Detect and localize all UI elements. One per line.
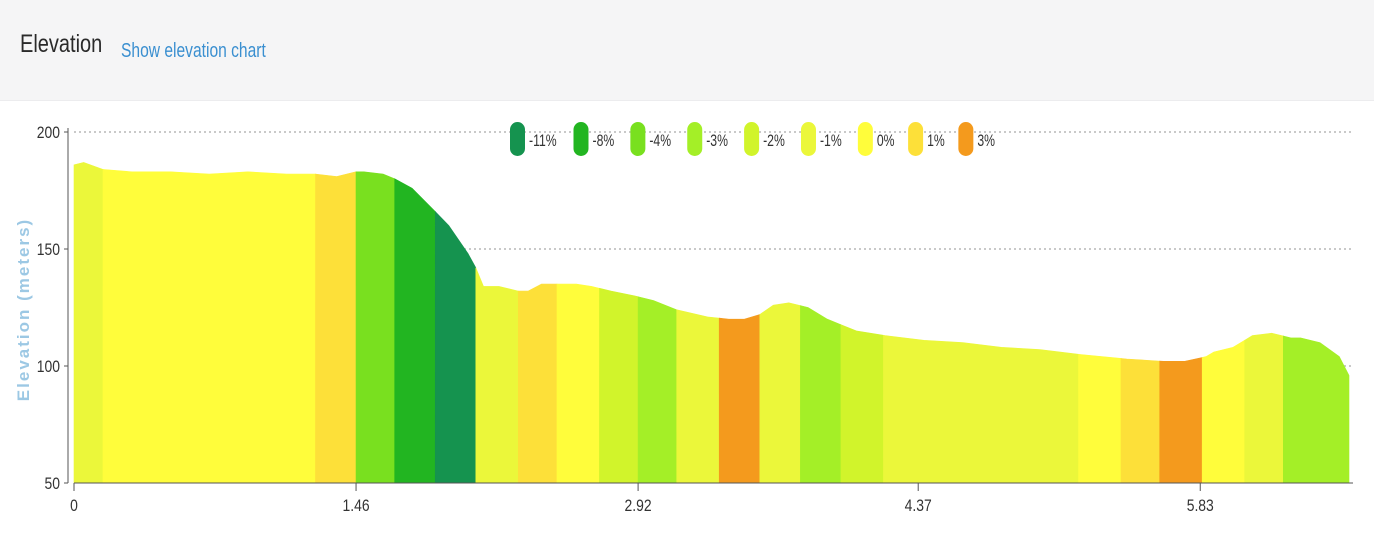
legend-swatch-neg1pct (800, 122, 816, 156)
legend-label-3pct: 3% (977, 132, 995, 150)
elevation-segment-12 (676, 309, 720, 484)
y-tick-label-150: 150 (37, 241, 61, 260)
legend-label-neg1pct: -1% (820, 132, 842, 150)
elevation-segment-20 (1159, 357, 1203, 484)
x-tick-label-2.92: 2.92 (625, 497, 652, 516)
legend-swatch-neg11pct (510, 122, 525, 156)
elevation-segment-1 (73, 162, 104, 484)
legend-label-neg8pct: -8% (592, 132, 614, 150)
section-title: Elevation (20, 30, 103, 58)
legend-swatch-1pct (908, 122, 924, 156)
show-elevation-chart-link[interactable]: Show elevation chart (121, 40, 266, 62)
elevation-segment-23 (1282, 335, 1350, 484)
elevation-segment-13 (718, 314, 761, 484)
elevation-segment-5 (394, 178, 436, 484)
elevation-segment-17 (883, 334, 1079, 484)
legend-label-1pct: 1% (927, 132, 945, 150)
y-tick-label-200: 200 (37, 124, 61, 143)
elevation-segment-18 (1078, 353, 1122, 484)
elevation-segment-8 (517, 283, 558, 484)
y-axis-title: Elevation (meters) (14, 218, 33, 401)
legend-label-neg4pct: -4% (649, 132, 671, 150)
legend-label-0pct: 0% (877, 132, 895, 150)
x-tick-label-1.46: 1.46 (342, 497, 369, 516)
elevation-segment-21 (1201, 339, 1246, 484)
elevation-segment-10 (599, 287, 639, 484)
elevation-segment-4 (355, 171, 396, 484)
legend-label-neg3pct: -3% (706, 132, 728, 150)
x-tick-label-4.37: 4.37 (905, 497, 932, 516)
elevation-segment-19 (1120, 358, 1161, 484)
elevation-segment-15 (800, 305, 842, 484)
elevation-segment-22 (1244, 332, 1284, 484)
y-tick-label-50: 50 (45, 475, 61, 494)
elevation-segment-14 (759, 302, 801, 484)
elevation-chart: 50 100 150 200 0 1.46 2.92 4.37 5.83 Elevation (m… (14, 122, 1353, 516)
x-tick-label-0: 0 (70, 497, 78, 516)
legend-swatch-0pct (857, 122, 873, 156)
y-tick-label-100: 100 (37, 358, 61, 377)
elevation-segment-6 (434, 210, 477, 484)
elevation-header: Elevation Show elevation chart (0, 0, 1374, 101)
elevation-segment-2 (102, 169, 316, 484)
elevation-segment-7 (475, 267, 519, 484)
legend-swatch-neg4pct (630, 122, 646, 156)
legend-swatch-3pct (958, 122, 974, 156)
elevation-segment-3 (315, 171, 357, 484)
elevation-segment-16 (840, 324, 884, 484)
elevation-segment-11 (637, 296, 678, 484)
legend-swatch-neg3pct (687, 122, 703, 156)
legend-label-neg11pct: -11% (529, 132, 557, 150)
x-tick-label-5.83: 5.83 (1187, 497, 1214, 516)
elevation-segment-9 (556, 283, 600, 484)
legend-label-neg2pct: -2% (763, 132, 785, 150)
legend-swatch-neg8pct (573, 122, 589, 156)
legend-swatch-neg2pct (744, 122, 760, 156)
